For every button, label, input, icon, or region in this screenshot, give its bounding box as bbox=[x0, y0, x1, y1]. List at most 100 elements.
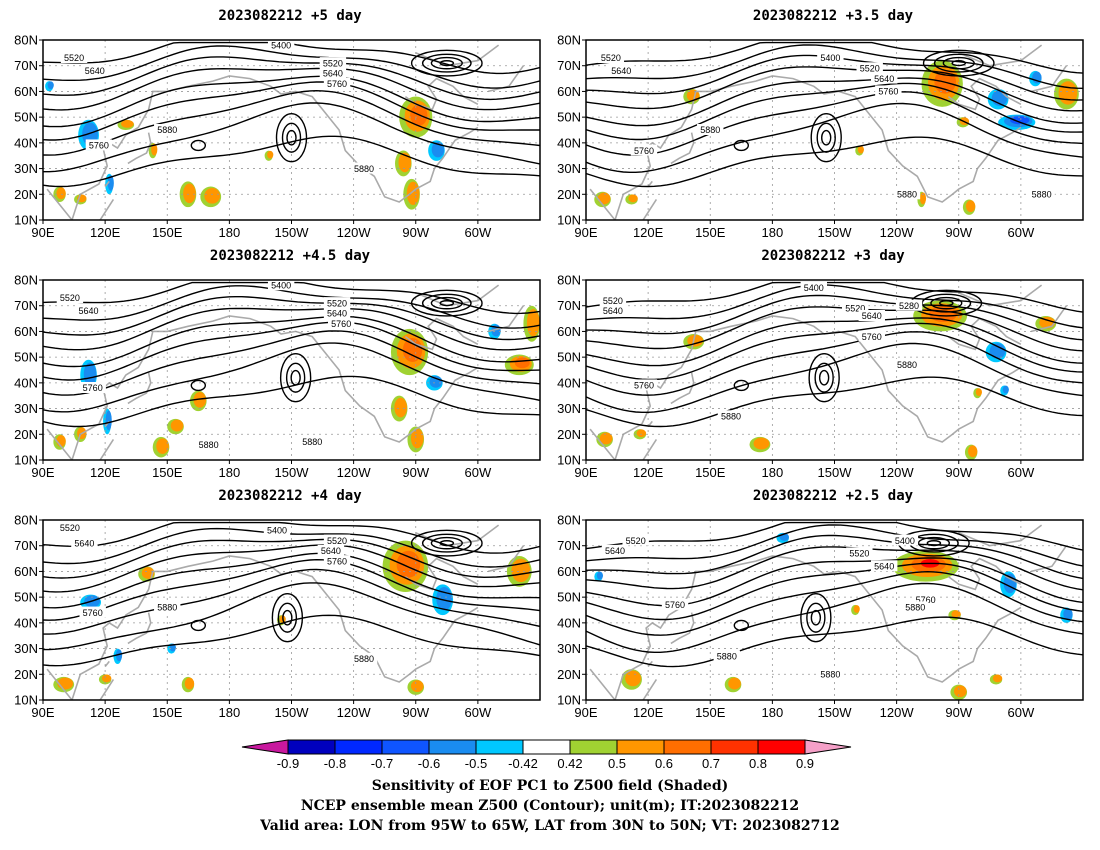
z500-contour bbox=[439, 60, 455, 67]
colorbar-label: 0.42 bbox=[557, 756, 582, 771]
lat-tick-label: 60N bbox=[557, 84, 581, 99]
lon-tick-label: 90W bbox=[402, 705, 429, 720]
contour-label: 5640 bbox=[611, 66, 631, 76]
sensitivity-shading bbox=[636, 429, 647, 438]
lat-tick-label: 70N bbox=[557, 538, 581, 553]
colorbar-segment bbox=[334, 739, 383, 755]
lon-tick-label: 120W bbox=[337, 705, 372, 720]
contour-label: 5760 bbox=[83, 383, 103, 393]
contour-label: 5520 bbox=[327, 536, 347, 546]
lon-tick-label: 150E bbox=[152, 705, 183, 720]
lon-tick-label: 90E bbox=[31, 225, 54, 240]
colorbar-segment bbox=[710, 739, 759, 755]
contour-label: 5880 bbox=[199, 440, 219, 450]
sensitivity-shading bbox=[183, 183, 196, 204]
panel-title: 2023082212 +5 day bbox=[218, 8, 362, 24]
lat-tick-label: 80N bbox=[14, 513, 38, 528]
lon-tick-label: 120E bbox=[90, 225, 121, 240]
lat-tick-label: 80N bbox=[14, 273, 38, 288]
lon-tick-label: 120W bbox=[337, 465, 372, 480]
contour-label: 5400 bbox=[267, 525, 287, 535]
lat-tick-label: 50N bbox=[557, 350, 581, 365]
lon-tick-label: 90E bbox=[574, 225, 597, 240]
z500-contour bbox=[430, 536, 463, 550]
lon-tick-label: 90E bbox=[31, 705, 54, 720]
z500-contour bbox=[942, 56, 975, 70]
colorbar-segment bbox=[287, 739, 336, 755]
lat-tick-label: 60N bbox=[557, 324, 581, 339]
z500-contour bbox=[586, 91, 1083, 156]
z500-contour bbox=[800, 593, 832, 643]
lat-tick-label: 70N bbox=[14, 298, 38, 313]
z500-contour bbox=[733, 379, 750, 392]
contour-label: 5520 bbox=[64, 53, 84, 63]
lon-tick-label: 120W bbox=[337, 225, 372, 240]
map-panel-4: 5520564054005520564052805760576058805880… bbox=[557, 273, 1084, 480]
z500-contour bbox=[586, 44, 1083, 89]
lon-tick-label: 150W bbox=[275, 225, 310, 240]
contour-label: 5760 bbox=[327, 79, 347, 89]
z500-contour bbox=[430, 296, 463, 310]
z500-contour bbox=[586, 136, 1083, 188]
contour-label: 5640 bbox=[85, 66, 105, 76]
sensitivity-shading bbox=[1063, 608, 1073, 621]
map-panel-5: 55205640540055205640576058805760588080N7… bbox=[14, 513, 541, 720]
z500-contour bbox=[922, 49, 995, 77]
contour-label: 5280 bbox=[899, 301, 919, 311]
z500-contour bbox=[282, 609, 293, 626]
lat-tick-label: 20N bbox=[14, 187, 38, 202]
lat-tick-label: 30N bbox=[557, 401, 581, 416]
z500-contour bbox=[821, 129, 832, 146]
gridlines bbox=[586, 520, 1083, 700]
z500-contour bbox=[586, 284, 1083, 329]
z500-contour bbox=[43, 538, 540, 579]
colorbar-label: 0.9 bbox=[796, 756, 814, 771]
z500-contour bbox=[43, 81, 540, 141]
lon-tick-label: 150E bbox=[695, 465, 726, 480]
z500-contour bbox=[43, 342, 540, 413]
z500-contour bbox=[43, 67, 540, 111]
lat-tick-label: 10N bbox=[14, 693, 38, 708]
lon-tick-label: 60W bbox=[1008, 225, 1035, 240]
contour-label: 5640 bbox=[323, 69, 343, 79]
z500-contour bbox=[586, 562, 1083, 621]
colorbar-label: -0.9 bbox=[277, 756, 299, 771]
lat-tick-label: 10N bbox=[557, 213, 581, 228]
sensitivity-shading bbox=[410, 428, 424, 449]
z500-contour bbox=[939, 300, 954, 307]
panel-title: 2023082212 +2.5 day bbox=[752, 488, 914, 504]
contour-label: 5640 bbox=[327, 309, 347, 319]
lon-tick-label: 90W bbox=[402, 225, 429, 240]
sensitivity-shading bbox=[728, 677, 741, 690]
z500-contour bbox=[410, 289, 483, 317]
contour-label: 5640 bbox=[874, 561, 894, 571]
z500-contour bbox=[733, 139, 750, 152]
lon-tick-label: 150E bbox=[695, 705, 726, 720]
z500-contour bbox=[586, 77, 1083, 127]
z500-contour bbox=[586, 524, 1083, 567]
sensitivity-shading bbox=[599, 432, 613, 445]
lat-tick-label: 20N bbox=[557, 187, 581, 202]
sensitivity-shading bbox=[625, 670, 641, 687]
contour-label: 5880 bbox=[354, 654, 374, 664]
z500-contour bbox=[586, 376, 1083, 428]
sensitivity-shading bbox=[596, 571, 604, 580]
lon-tick-label: 150W bbox=[818, 705, 853, 720]
contour-label: 5760 bbox=[331, 319, 351, 329]
lat-tick-label: 60N bbox=[14, 84, 38, 99]
lat-tick-label: 30N bbox=[14, 641, 38, 656]
contour-label: 5880 bbox=[721, 411, 741, 421]
lon-tick-label: 150W bbox=[818, 225, 853, 240]
z500-contour bbox=[421, 533, 472, 553]
z500-contour bbox=[277, 602, 298, 633]
z500-contour bbox=[43, 375, 540, 428]
colorbar-segment bbox=[616, 739, 665, 755]
contours bbox=[43, 281, 540, 428]
z500-contour bbox=[290, 369, 301, 386]
sensitivity-shading bbox=[170, 419, 184, 432]
colorbar-label: -0.7 bbox=[371, 756, 393, 771]
contour-label: 5520 bbox=[60, 523, 80, 533]
sensitivity-shading bbox=[151, 143, 158, 156]
sensitivity-shading bbox=[47, 81, 54, 90]
lat-tick-label: 40N bbox=[557, 135, 581, 150]
